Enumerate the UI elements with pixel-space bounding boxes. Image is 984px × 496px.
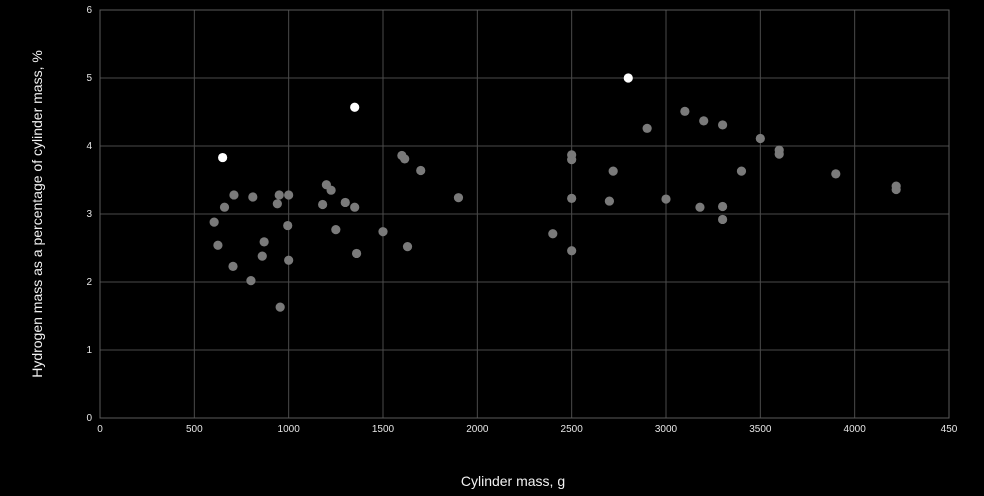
data-point — [209, 217, 219, 227]
data-point — [326, 185, 336, 195]
data-point — [351, 248, 362, 259]
data-point — [284, 255, 294, 265]
plot-frame — [99, 9, 950, 419]
data-point — [229, 190, 239, 200]
data-point — [259, 237, 269, 247]
x-tick-label: 2000 — [466, 424, 489, 435]
y-tick-label: 5 — [86, 73, 92, 84]
y-tick-label: 1 — [86, 345, 92, 356]
y-tick-label: 6 — [86, 5, 92, 16]
data-point — [275, 302, 285, 312]
data-point — [402, 242, 413, 252]
data-point — [272, 199, 282, 209]
x-axis-ticks: 0 500 1000 1500 2000 2500 3000 3500 4000 450 — [97, 424, 958, 435]
data-point — [718, 214, 728, 225]
data-point — [213, 240, 223, 250]
y-axis-title: Hydrogen mass as a percentage of cylinde… — [29, 50, 45, 378]
data-point — [218, 152, 228, 163]
data-point — [680, 106, 690, 116]
x-tick-label: 1000 — [278, 424, 301, 435]
x-tick-label: 450 — [941, 424, 958, 435]
data-point — [378, 227, 388, 237]
y-tick-label: 2 — [86, 277, 92, 288]
data-point — [623, 73, 633, 83]
x-tick-label: 4000 — [844, 424, 867, 435]
data-point — [453, 193, 464, 203]
data-point — [604, 196, 615, 206]
data-point — [774, 149, 784, 159]
data-point — [284, 190, 294, 200]
data-point — [283, 220, 293, 231]
x-tick-label: 0 — [97, 424, 103, 435]
data-point — [331, 225, 341, 235]
data-point — [350, 102, 360, 112]
x-tick-label: 2500 — [561, 424, 584, 435]
data-point — [695, 202, 705, 212]
data-point — [718, 201, 728, 212]
data-point — [891, 184, 901, 195]
x-axis-title: Cylinder mass, g — [461, 473, 565, 489]
data-point — [567, 246, 577, 256]
data-point — [755, 133, 765, 144]
data-point — [340, 197, 350, 208]
data-point — [661, 194, 671, 204]
data-point — [274, 190, 284, 200]
data-point — [608, 166, 618, 176]
data-point — [567, 193, 577, 203]
data-point — [567, 155, 577, 165]
data-point — [219, 202, 230, 212]
data-point — [642, 123, 652, 133]
x-tick-label: 3500 — [749, 424, 772, 435]
data-point — [257, 251, 267, 261]
y-tick-label: 0 — [86, 413, 92, 424]
data-point — [248, 192, 258, 202]
data-point — [718, 120, 728, 130]
y-axis-ticks: 0 1 2 3 4 5 6 — [86, 5, 92, 424]
x-tick-label: 500 — [186, 424, 203, 435]
y-tick-label: 3 — [86, 209, 92, 220]
data-point — [831, 169, 841, 179]
data-point — [400, 154, 410, 164]
data-point — [699, 116, 709, 126]
data-points — [209, 73, 901, 312]
x-tick-label: 1500 — [372, 424, 395, 435]
x-tick-label: 3000 — [655, 424, 678, 435]
data-point — [318, 199, 328, 210]
data-point — [246, 276, 256, 286]
data-point — [416, 165, 426, 176]
data-point — [350, 202, 360, 212]
data-point — [548, 229, 558, 239]
y-tick-label: 4 — [86, 141, 92, 152]
data-point — [228, 261, 238, 271]
data-point — [736, 166, 747, 176]
